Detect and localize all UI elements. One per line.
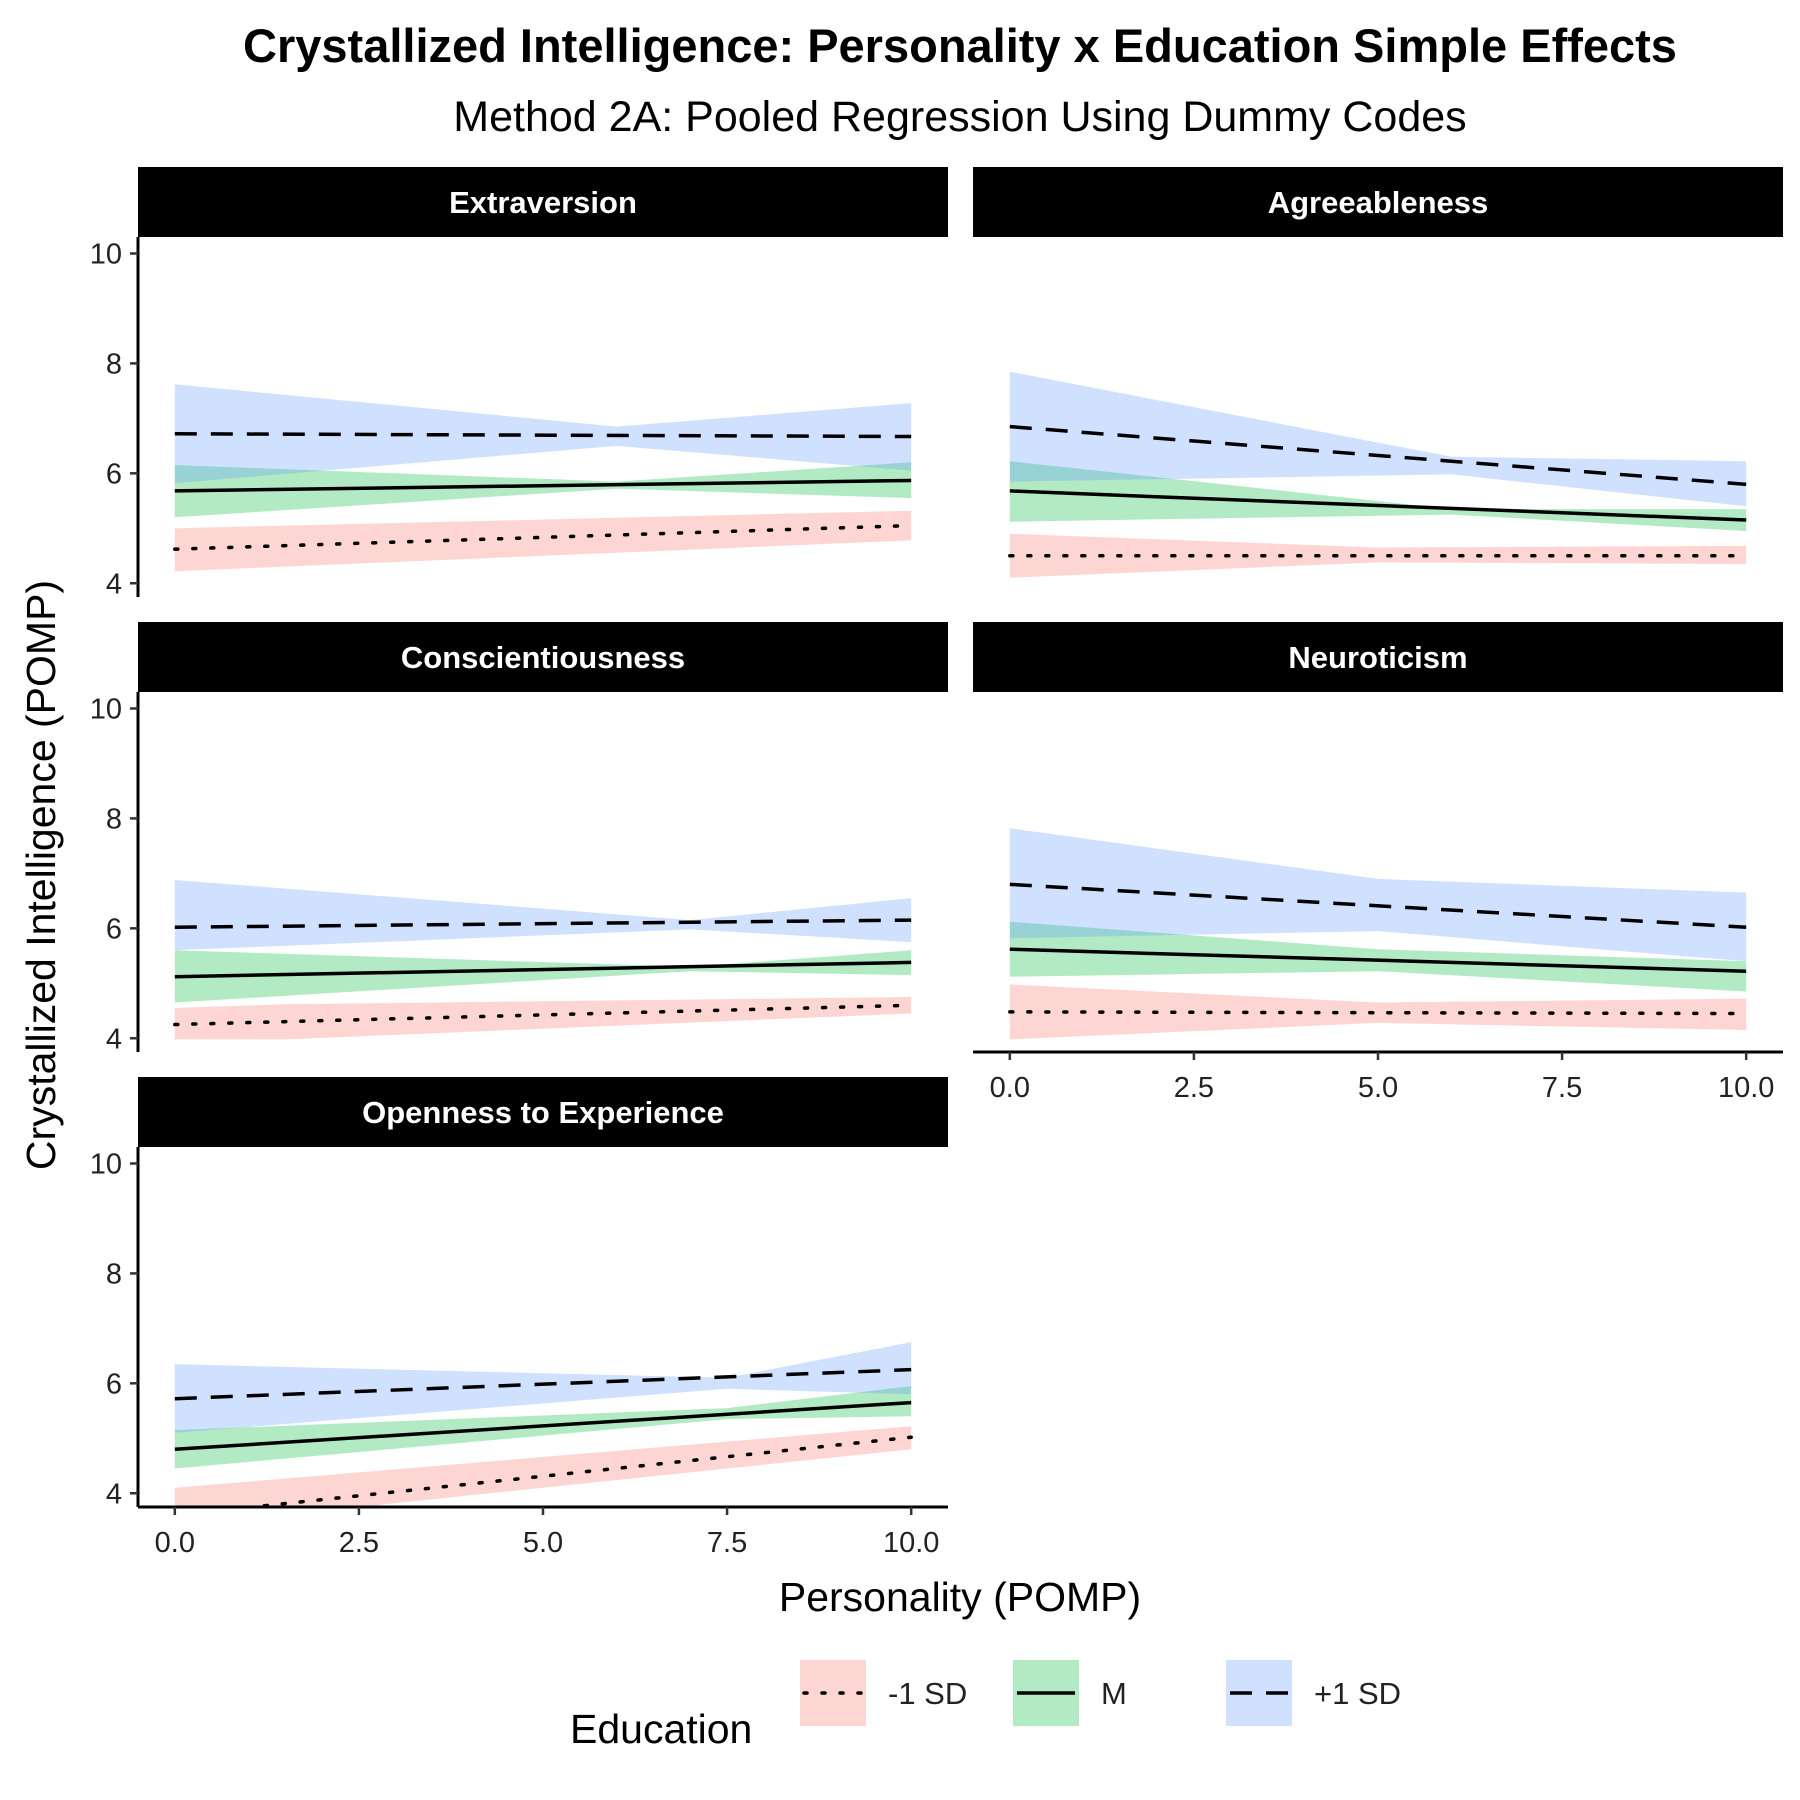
panels-layer: Extraversion 4 6 8 10 Agreeableness Conscienti… [90,167,1783,1559]
x-tick-label: 5.0 [523,1527,563,1559]
y-tick-label: 10 [90,1148,122,1180]
ci-band-minus-1-sd [1009,533,1747,578]
legend: Education -1 SD M +1 SD [570,1660,1401,1752]
series-line-mean [174,960,912,979]
panel-strip [973,167,1783,237]
legend-label: M [1101,1676,1127,1711]
series-line-mean [174,478,912,493]
y-tick-label: 6 [106,1368,122,1400]
series-line-mean [1009,489,1747,522]
legend-entry-plus-1-sd: +1 SD [1226,1660,1401,1726]
panel-strip-label: Agreeableness [1268,185,1489,220]
y-tick-label: 8 [106,1258,122,1290]
ci-band-minus-1-sd [174,997,912,1040]
legend-entry-mean: M [1013,1660,1127,1726]
legend-label: -1 SD [888,1676,967,1711]
y-tick-label: 10 [90,693,122,725]
ci-band-minus-1-sd [174,510,912,572]
ci-band-plus-1-sd [1009,371,1747,507]
panel-strip [138,622,948,692]
ci-band-plus-1-sd [174,1342,912,1433]
chart-subtitle: Method 2A: Pooled Regression Using Dummy… [453,93,1466,141]
ci-band-plus-1-sd [1009,828,1747,962]
legend-title: Education [570,1706,752,1752]
y-tick-label: 8 [106,803,122,835]
x-tick-label: 7.5 [707,1527,747,1559]
y-tick-label: 10 [90,238,122,270]
x-tick-label: 10.0 [883,1527,939,1559]
panel-data [173,384,913,572]
ci-band-mean [174,462,912,518]
panel-data [1008,828,1748,1040]
y-tick-label: 6 [106,458,122,490]
x-axis-title: Personality (POMP) [779,1574,1141,1620]
panel-agreeableness: Agreeableness [973,167,1783,578]
x-tick-label: 5.0 [1358,1072,1398,1104]
y-tick-label: 4 [106,568,122,600]
x-tick-label: 10.0 [1718,1072,1774,1104]
legend-key-fill [800,1660,866,1726]
series-line-minus-1-sd [173,1003,913,1027]
panel-strip [973,622,1783,692]
panel-strip [138,1077,948,1147]
series-line-mean [1009,947,1747,973]
y-tick-label: 4 [106,1478,122,1510]
panel-data [174,1342,913,1507]
panel-openness-to-experience: Openness to Experience 4 6 8 10 0.0 2.5 5.0 7.5 1… [90,1077,948,1559]
panel-strip [138,167,948,237]
series-line-plus-1-sd [174,918,912,929]
ci-band-minus-1-sd [174,1426,912,1507]
ci-band-mean [174,950,912,1003]
x-tick-label: 0.0 [990,1072,1030,1104]
ci-band-minus-1-sd [1009,984,1747,1040]
ci-band-mean [1009,921,1747,992]
series-line-minus-1-sd [173,523,913,551]
series-line-plus-1-sd [174,1367,912,1401]
legend-label: +1 SD [1314,1676,1401,1711]
panel-strip-label: Neuroticism [1288,640,1467,675]
y-tick-label: 4 [106,1023,122,1055]
x-tick-label: 2.5 [339,1527,379,1559]
series-line-plus-1-sd [1009,424,1747,487]
panel-data [1008,371,1748,578]
series-line-plus-1-sd [174,432,912,439]
panel-conscientiousness: Conscientiousness 4 6 8 10 [90,622,948,1055]
series-line-plus-1-sd [1009,882,1747,929]
panel-strip-label: Extraversion [449,185,637,220]
legend-entry-minus-1-sd: -1 SD [800,1660,967,1726]
ci-band-plus-1-sd [174,880,912,951]
y-tick-label: 6 [106,913,122,945]
x-tick-label: 2.5 [1174,1072,1214,1104]
y-axis-title: Crystallized Intelligence (POMP) [18,580,64,1170]
chart-title: Crystallized Intelligence: Personality x… [243,19,1677,72]
panel-neuroticism: Neuroticism 0.0 2.5 5.0 7.5 10.0 [973,622,1783,1104]
series-line-mean [174,1400,912,1452]
panel-strip-label: Openness to Experience [362,1095,724,1130]
panel-strip-label: Conscientiousness [401,640,685,675]
x-tick-label: 7.5 [1542,1072,1582,1104]
x-tick-label: 0.0 [155,1527,195,1559]
y-tick-label: 8 [106,348,122,380]
panel-data [173,880,913,1040]
series-line-minus-1-sd [1008,1010,1748,1016]
legend-entries: -1 SD M +1 SD [800,1660,1401,1726]
panel-extraversion: Extraversion 4 6 8 10 [90,167,948,600]
